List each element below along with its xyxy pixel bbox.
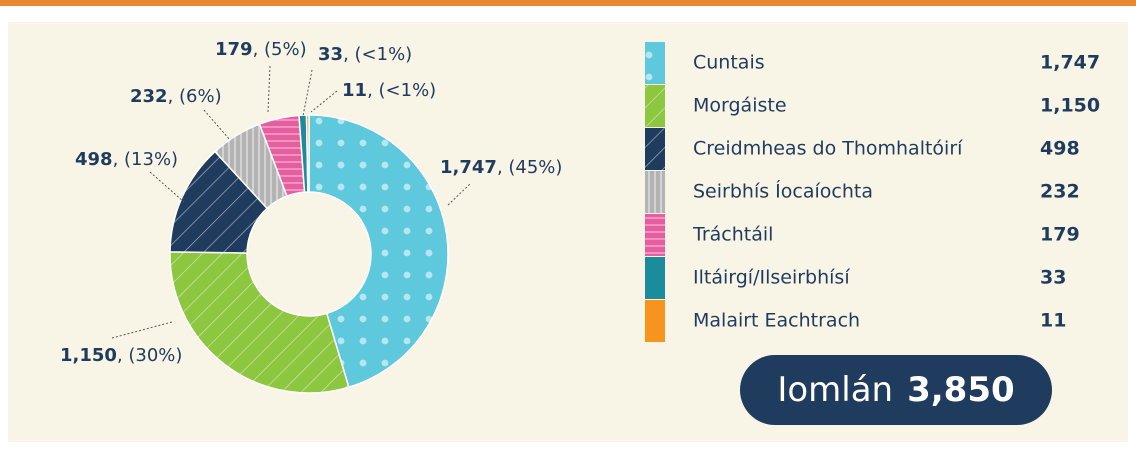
- total-label: Iomlán: [777, 370, 893, 410]
- donut-segment: [169, 251, 350, 394]
- legend-value: 498: [1040, 138, 1080, 160]
- legend-swatch: [645, 85, 665, 127]
- data-label: 1,747, (45%): [440, 157, 562, 178]
- data-label-value: 1,747: [440, 157, 497, 178]
- legend-label: Seirbhís Íocaíochta: [693, 180, 873, 203]
- legend-swatch: [645, 300, 665, 342]
- data-label-percent: , (45%): [497, 157, 563, 178]
- legend-label: Cuntais: [693, 52, 765, 74]
- top-bar: [0, 0, 1136, 6]
- leader-line: [203, 109, 231, 141]
- data-label: 232, (6%): [130, 86, 222, 107]
- total-text: Iomlán 3,850: [777, 370, 1014, 410]
- leader-line: [447, 183, 471, 206]
- data-label-value: 179: [215, 39, 253, 60]
- legend-label: Morgáiste: [693, 95, 787, 117]
- data-label-percent: , (13%): [113, 149, 179, 170]
- data-label: 1,150, (30%): [60, 345, 182, 366]
- data-label-value: 33: [318, 44, 343, 65]
- legend-label: Tráchtáil: [692, 224, 773, 246]
- data-label-percent: , (30%): [117, 345, 183, 366]
- data-label-percent: , (<1%): [367, 80, 436, 101]
- data-label-value: 232: [130, 86, 168, 107]
- legend-label: Iltáirgí/Ilseirbhísí: [693, 267, 850, 289]
- legend-swatch: [645, 42, 665, 84]
- donut-segment: [308, 114, 449, 389]
- data-label: 33, (<1%): [318, 44, 412, 65]
- legend-value: 1,150: [1040, 95, 1100, 117]
- donut-segment: [305, 114, 310, 193]
- legend-value: 232: [1040, 181, 1080, 203]
- data-label-percent: , (<1%): [343, 44, 412, 65]
- leader-line: [310, 90, 338, 113]
- total-pill: [740, 355, 1052, 425]
- legend-label: Creidmheas do Thomhaltóirí: [693, 138, 963, 160]
- leader-line: [149, 171, 185, 203]
- data-label-value: 11: [342, 80, 367, 101]
- data-label-percent: , (6%): [168, 86, 222, 107]
- legend-swatch: [645, 171, 665, 213]
- legend-swatch: [645, 128, 665, 170]
- data-label: 179, (5%): [215, 39, 307, 60]
- data-label: 498, (13%): [75, 149, 178, 170]
- data-label-value: 1,150: [60, 345, 117, 366]
- data-label: 11, (<1%): [342, 80, 436, 101]
- legend-value: 33: [1040, 267, 1066, 289]
- legend-swatch: [645, 257, 665, 299]
- legend-label: Malairt Eachtrach: [693, 310, 860, 332]
- legend-swatch: [645, 214, 665, 256]
- legend-value: 179: [1040, 224, 1080, 246]
- legend-value: 1,747: [1040, 52, 1100, 74]
- data-label-percent: , (5%): [253, 39, 307, 60]
- total-value: 3,850: [907, 370, 1015, 410]
- data-label-value: 498: [75, 149, 113, 170]
- legend-value: 11: [1040, 310, 1066, 332]
